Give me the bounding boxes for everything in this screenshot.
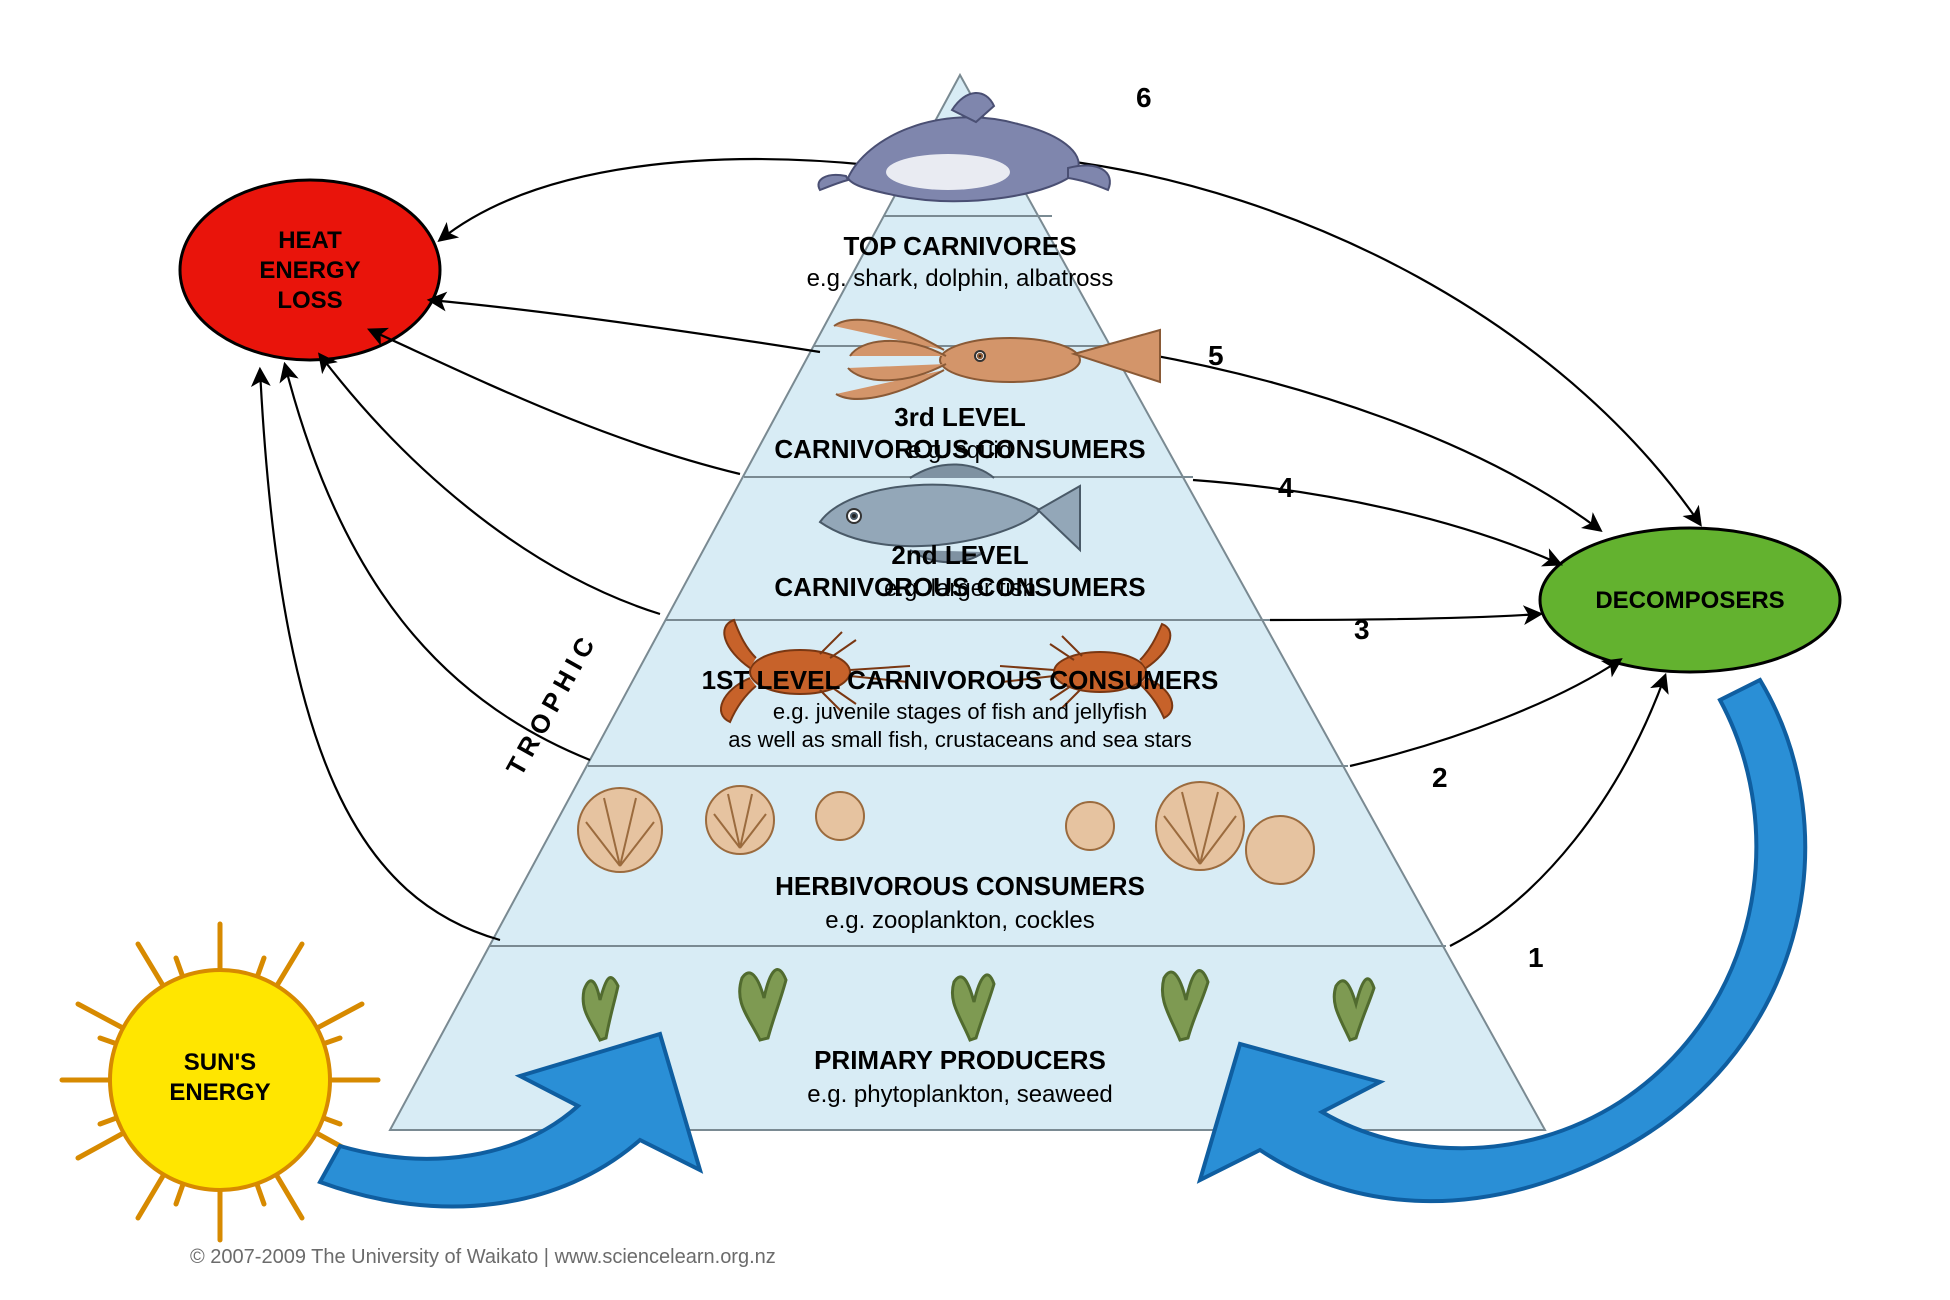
level-number-3: 3 [1354,614,1370,646]
level-number-5: 5 [1208,340,1224,372]
heat-loss-label: HEAT ENERGY LOSS [210,226,410,316]
level-4-subtitle: e.g. larger fish [700,574,1220,604]
footer-text: © 2007-2009 The University of Waikato | [190,1246,555,1268]
level-number-6: 6 [1136,82,1152,114]
level-number-1: 1 [1528,942,1544,974]
level-3-subtitle: e.g. juvenile stages of fish and jellyfi… [560,698,1360,753]
level-5-subtitle: e.g. squid [720,436,1200,466]
level-3-title: 1ST LEVEL CARNIVOROUS CONSUMERS [580,664,1340,697]
sun-label: SUN'S ENERGY [130,1048,310,1108]
level-number-4: 4 [1278,472,1294,504]
level-2-subtitle: e.g. zooplankton, cockles [660,906,1260,936]
level-2-title: HERBIVOROUS CONSUMERS [660,870,1260,903]
level-6-subtitle: e.g. shark, dolphin, albatross [700,264,1220,294]
decomposers-label: DECOMPOSERS [1560,586,1820,616]
level-number-2: 2 [1432,762,1448,794]
level-1-subtitle: e.g. phytoplankton, seaweed [660,1080,1260,1110]
level-1-title: PRIMARY PRODUCERS [660,1044,1260,1077]
level-6-title: TOP CARNIVORES [740,230,1180,263]
footer-link[interactable]: www.sciencelearn.org.nz [555,1246,776,1268]
copyright-footer: © 2007-2009 The University of Waikato | … [190,1246,776,1269]
dolphin-icon [818,93,1109,201]
diagram-stage: HEAT ENERGY LOSS DECOMPOSERS SUN'S ENERG… [0,0,1950,1300]
